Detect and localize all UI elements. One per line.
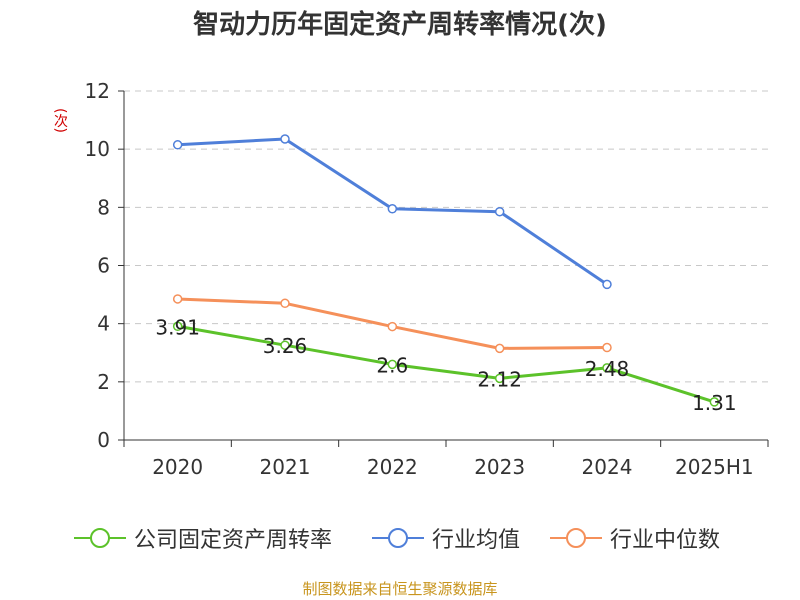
data-point-industry_median <box>172 294 183 304</box>
data-point-company <box>709 397 720 407</box>
legend-line-circle-icon <box>74 528 126 548</box>
y-axis-unit-label: (次) <box>52 108 68 133</box>
legend-item-industry-median[interactable]: 行业中位数 <box>548 518 720 558</box>
series-line-company <box>177 324 715 404</box>
y-tick-label: 12 <box>85 79 110 103</box>
data-point-industry_avg <box>602 279 612 290</box>
legend-item-company[interactable]: 公司固定资产周转率 <box>72 518 332 558</box>
data-label: 2.12 <box>477 367 522 391</box>
legend-label: 行业中位数 <box>610 528 721 553</box>
y-tick-label: 0 <box>97 428 110 452</box>
x-tick-label: 2023 <box>474 455 525 479</box>
chart-legend: 公司固定资产周转率 行业均值 行业中位数 <box>0 518 800 558</box>
legend-line-circle-icon <box>550 528 602 548</box>
data-point-company <box>494 373 505 384</box>
data-label: 3.91 <box>155 315 200 339</box>
data-point-industry_avg <box>172 140 183 150</box>
legend-label: 行业均值 <box>432 528 521 553</box>
y-tick-label: 8 <box>97 195 110 219</box>
x-tick-label: 2022 <box>367 455 418 479</box>
chart-title: 智动力历年固定资产周转率情况(次) <box>193 10 607 40</box>
x-tick-label: 2020 <box>152 455 203 479</box>
data-point-industry_avg <box>387 204 398 214</box>
x-tick-label: 2025H1 <box>675 455 754 479</box>
data-point-industry_median <box>602 342 612 353</box>
legend-label: 公司固定资产周转率 <box>134 528 333 553</box>
x-tick-label: 2021 <box>260 455 311 479</box>
y-tick-label: 4 <box>97 312 110 336</box>
data-point-industry_median <box>494 343 505 354</box>
y-tick-label: 2 <box>97 370 110 394</box>
data-point-company <box>172 321 183 332</box>
data-label: 3.26 <box>263 334 308 358</box>
data-point-company <box>387 359 398 370</box>
legend-line-circle-icon <box>372 528 424 548</box>
data-point-industry_median <box>387 321 398 332</box>
data-label: 2.6 <box>376 353 408 377</box>
data-point-company <box>280 340 290 350</box>
data-point-company <box>602 363 612 373</box>
x-tick-label: 2024 <box>582 455 633 479</box>
data-point-industry_avg <box>494 206 505 217</box>
data-point-industry_avg <box>280 134 290 144</box>
data-source-note: 制图数据来自恒生聚源数据库 <box>302 580 498 598</box>
legend-item-industry-avg[interactable]: 行业均值 <box>370 518 520 558</box>
y-tick-label: 6 <box>97 254 110 278</box>
data-point-industry_median <box>280 298 290 309</box>
data-label: 2.48 <box>585 357 630 381</box>
data-label: 1.31 <box>692 391 737 415</box>
y-tick-label: 10 <box>85 137 110 161</box>
